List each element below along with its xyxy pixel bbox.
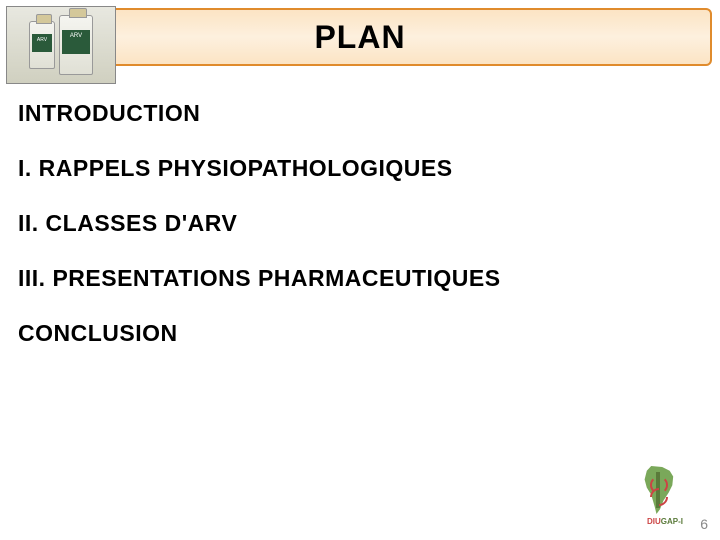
outline-content: INTRODUCTION I. RAPPELS PHYSIOPATHOLOGIQ… [18,100,702,375]
outline-item: III. PRESENTATIONS PHARMACEUTIQUES [18,265,702,292]
outline-item: INTRODUCTION [18,100,702,127]
logo-text: DIUGAP-I [630,517,700,526]
bottle-label-2: ARV [62,30,90,54]
corner-product-image: ARV ARV [6,6,116,84]
caduceus-icon [656,472,660,508]
outline-item: CONCLUSION [18,320,702,347]
outline-item: II. CLASSES D'ARV [18,210,702,237]
page-number: 6 [700,516,708,532]
slide-title: PLAN [314,19,405,56]
bottle-label-1: ARV [32,34,52,52]
outline-item: I. RAPPELS PHYSIOPATHOLOGIQUES [18,155,702,182]
bottle-large-icon: ARV [59,15,93,75]
logo-text-part2: GAP-I [661,517,683,526]
footer-logo: DIUGAP-I [630,466,700,528]
logo-text-part1: DIU [647,517,661,526]
bottle-small-icon: ARV [29,21,55,69]
